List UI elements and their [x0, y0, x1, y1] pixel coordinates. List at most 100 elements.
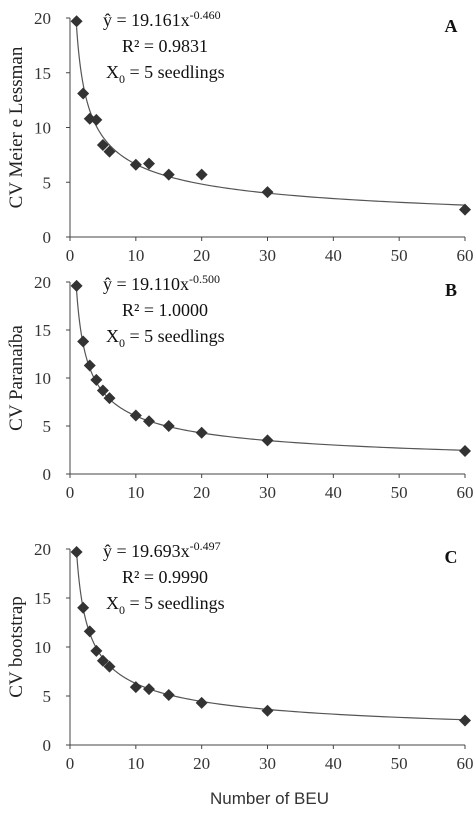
- data-point: [77, 87, 90, 100]
- x-tick-label: 0: [66, 754, 75, 773]
- data-point: [129, 158, 142, 171]
- equation-main: ŷ = 19.110x: [103, 274, 189, 294]
- data-point: [90, 113, 103, 126]
- x-tick-label: 40: [325, 483, 342, 502]
- r-squared-text: R² = 0.9990: [122, 567, 208, 587]
- y-tick-label: 20: [34, 9, 51, 28]
- x-tick-label: 60: [457, 483, 474, 502]
- x-tick-label: 60: [457, 246, 474, 265]
- x-tick-label: 30: [259, 483, 276, 502]
- y-tick-label: 10: [34, 369, 51, 388]
- x-tick-label: 20: [193, 483, 210, 502]
- data-point: [70, 15, 83, 28]
- x-tick-label: 10: [127, 246, 144, 265]
- y-axis-label: CV Meier e Lessman: [6, 46, 27, 208]
- equation-text: ŷ = 19.693x-0.497: [103, 539, 221, 561]
- data-point: [143, 683, 155, 696]
- x-tick-label: 10: [127, 483, 144, 502]
- data-point: [195, 426, 208, 439]
- x-tick-label: 50: [391, 246, 408, 265]
- equation-main: ŷ = 19.693x: [103, 541, 190, 561]
- equation-exponent: -0.460: [190, 8, 221, 22]
- x0-subscript: 0: [119, 336, 125, 350]
- x-tick-label: 10: [127, 754, 144, 773]
- x0-text: X0 = 5 seedlings: [106, 62, 225, 86]
- x0-main: X: [106, 593, 119, 613]
- chart-panel-a: 0 5 10 15 20 0 10 20 30 40 50 60 CV Meier e Lessman ŷ…: [6, 8, 474, 265]
- y-tick-label: 20: [34, 540, 51, 559]
- y-tick-label: 10: [34, 638, 51, 657]
- panel-letter: C: [445, 547, 458, 567]
- x0-main: X: [106, 62, 119, 82]
- x0-subscript: 0: [119, 72, 125, 86]
- x-axis-label: Number of BEU: [210, 789, 329, 808]
- y-tick-label: 15: [34, 64, 51, 83]
- x-tick-label: 50: [391, 754, 408, 773]
- x-tick-label: 20: [193, 246, 210, 265]
- equation-text: ŷ = 19.110x-0.500: [103, 272, 220, 294]
- x-tick-label: 30: [259, 246, 276, 265]
- y-tick-label: 15: [34, 589, 51, 608]
- equation-exponent: -0.497: [190, 539, 221, 553]
- chart-panel-b: 0 5 10 15 20 0 10 20 30 40 50 60 CV Paranaíba ŷ = 19.…: [6, 272, 474, 502]
- data-point: [103, 145, 116, 158]
- y-axis-label: CV bootstrap: [6, 596, 27, 698]
- data-point: [70, 279, 83, 292]
- data-point: [261, 704, 274, 717]
- data-point: [70, 545, 83, 558]
- x-tick-label: 0: [66, 246, 75, 265]
- x-tick-label: 40: [325, 246, 342, 265]
- data-point: [129, 681, 142, 694]
- data-point: [261, 186, 274, 199]
- y-tick-label: 0: [43, 228, 52, 247]
- panel-letter: A: [445, 16, 458, 36]
- data-point: [162, 420, 175, 432]
- data-point: [459, 714, 471, 727]
- data-point: [90, 373, 103, 386]
- equation-main: ŷ = 19.161x: [103, 10, 190, 30]
- data-point: [96, 384, 109, 397]
- x-tick-label: 60: [457, 754, 474, 773]
- x0-rest: = 5 seedlings: [125, 326, 225, 346]
- data-point: [96, 139, 109, 152]
- x-tick-label: 0: [66, 483, 75, 502]
- x-tick-label: 20: [193, 754, 210, 773]
- data-point: [459, 203, 471, 216]
- data-point: [83, 359, 96, 372]
- x0-text: X0 = 5 seedlings: [106, 326, 225, 350]
- data-point: [195, 696, 208, 709]
- x0-rest: = 5 seedlings: [125, 593, 225, 613]
- data-point: [103, 660, 116, 673]
- x-tick-label: 50: [391, 483, 408, 502]
- data-point: [162, 168, 175, 181]
- data-point: [143, 157, 155, 170]
- x0-subscript: 0: [119, 603, 125, 617]
- data-point: [77, 601, 90, 614]
- r-squared-text: R² = 0.9831: [122, 36, 208, 56]
- y-tick-label: 0: [43, 465, 52, 484]
- data-point: [103, 392, 116, 405]
- panel-letter: B: [445, 280, 457, 300]
- data-point: [77, 335, 90, 348]
- x0-text: X0 = 5 seedlings: [106, 593, 225, 617]
- y-tick-label: 5: [43, 687, 52, 706]
- y-tick-label: 0: [43, 736, 52, 755]
- x0-rest: = 5 seedlings: [125, 62, 225, 82]
- y-tick-label: 20: [34, 273, 51, 292]
- y-tick-label: 10: [34, 119, 51, 138]
- x-tick-label: 40: [325, 754, 342, 773]
- data-point: [195, 168, 208, 181]
- equation-exponent: -0.500: [189, 272, 220, 286]
- y-tick-label: 15: [34, 321, 51, 340]
- r-squared-text: R² = 1.0000: [122, 300, 208, 320]
- y-tick-label: 5: [43, 417, 52, 436]
- y-tick-label: 5: [43, 173, 52, 192]
- data-point: [261, 434, 274, 447]
- y-axis-label: CV Paranaíba: [6, 325, 27, 431]
- chart-panel-c: 0 5 10 15 20 0 10 20 30 40 50 60 CV bootstrap ŷ = 19.…: [6, 539, 474, 808]
- data-point: [96, 654, 109, 667]
- data-point: [459, 444, 471, 457]
- data-point: [143, 415, 155, 428]
- data-point: [162, 689, 175, 702]
